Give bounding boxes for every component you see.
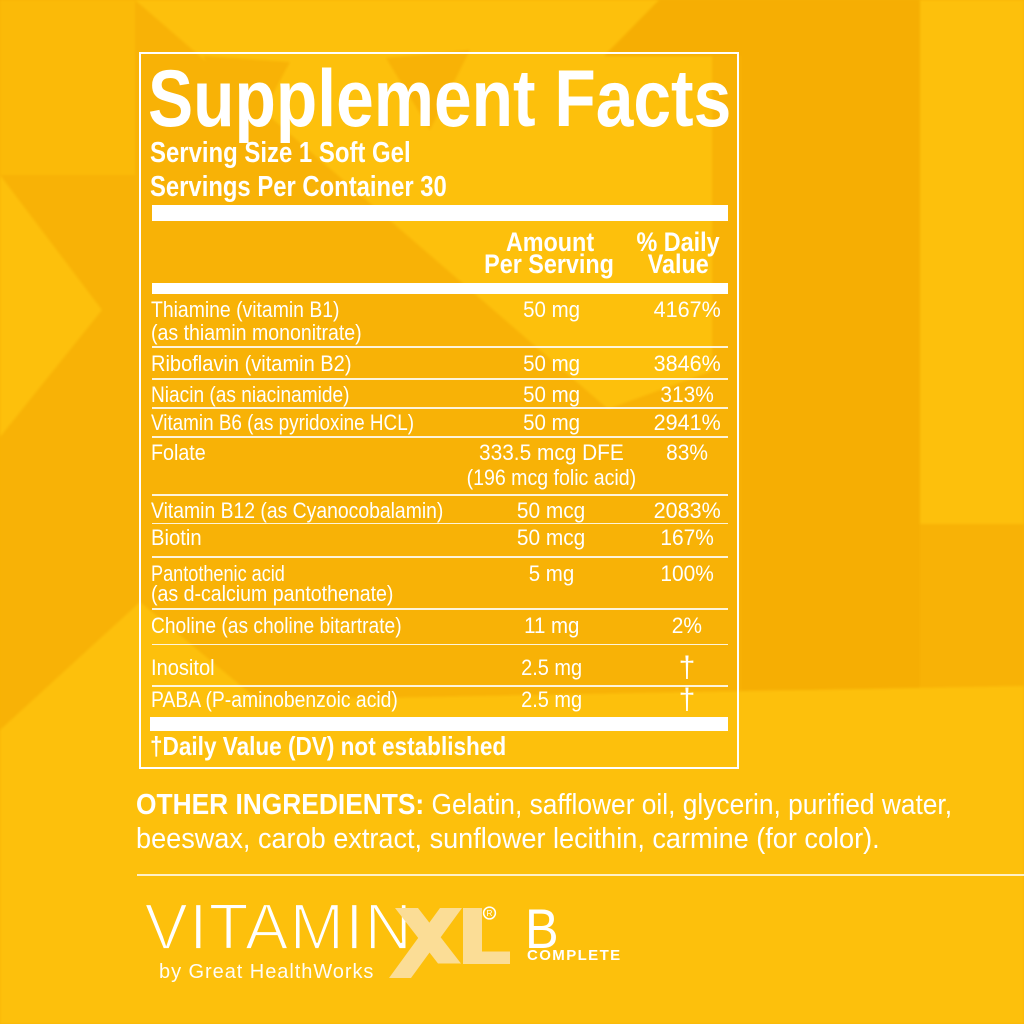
svg-text:R: R: [487, 909, 493, 918]
